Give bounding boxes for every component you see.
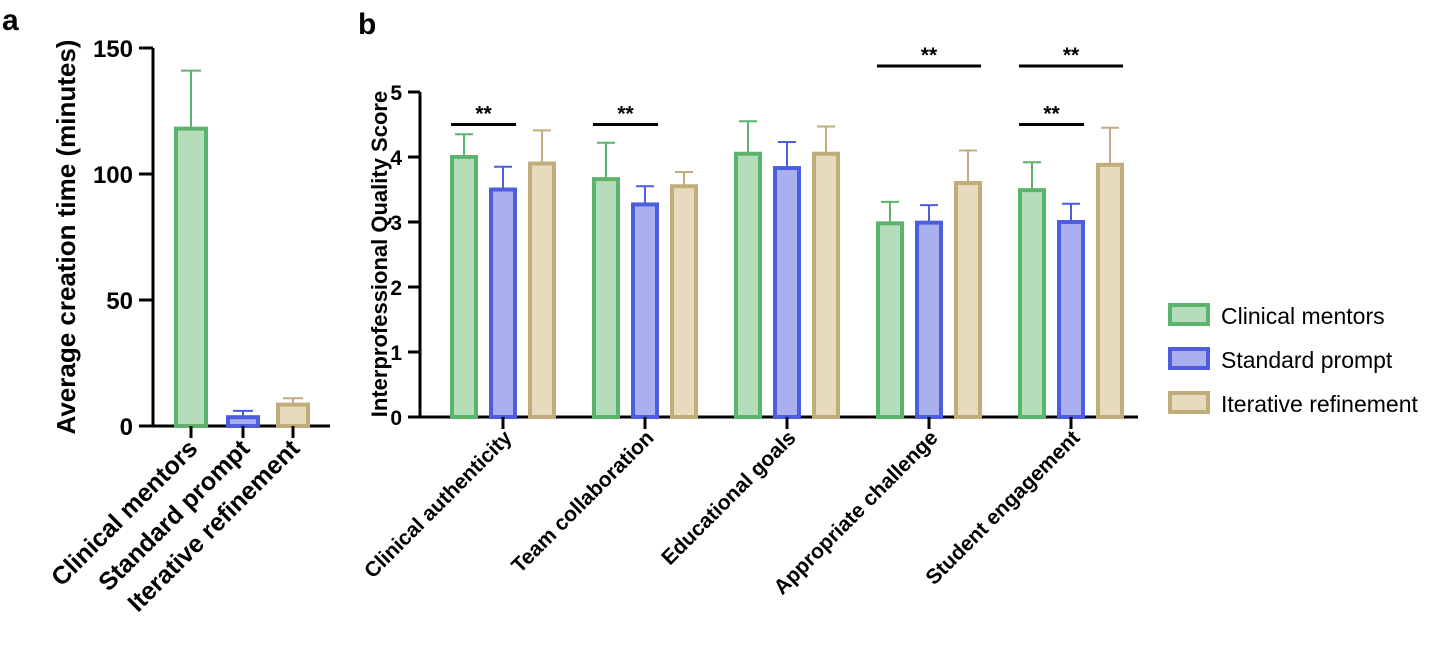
legend-label-clinical-mentors: Clinical mentors (1221, 303, 1385, 329)
panel-b-category-label: Educational goals (657, 426, 800, 569)
bar-educational-goals-clinical-mentors (734, 151, 762, 419)
bar-appropriate-challenge-clinical-mentors (876, 221, 904, 419)
significance-label: ** (475, 103, 492, 126)
legend-label-standard-prompt: Standard prompt (1221, 347, 1393, 373)
bar-clinical-authenticity-clinical-mentors (450, 155, 478, 419)
legend: Clinical mentors Standard prompt Iterati… (1168, 303, 1418, 417)
bar-clinical-authenticity-iterative-refinement (528, 161, 556, 419)
bar-clinical-mentors (174, 126, 208, 428)
bar-student-engagement-iterative-refinement (1096, 162, 1124, 419)
bar-student-engagement-standard-prompt (1057, 220, 1085, 419)
legend-swatch-standard-prompt (1168, 347, 1210, 370)
bar-appropriate-challenge-iterative-refinement (954, 181, 982, 419)
bar-team-collaboration-standard-prompt (631, 202, 659, 419)
panel-b-category-label: Team collaboration (507, 426, 658, 577)
legend-swatch-clinical-mentors (1168, 303, 1210, 326)
bar-educational-goals-standard-prompt (773, 166, 801, 419)
bar-team-collaboration-iterative-refinement (670, 184, 698, 419)
panel-b-category-label: Clinical authenticity (360, 426, 517, 583)
bar-team-collaboration-clinical-mentors (592, 177, 620, 419)
panel-a-label: a (2, 4, 19, 37)
panel-a-ytick-label: 0 (120, 414, 133, 441)
panel-a-ylabel: Average creation time (minutes) (51, 40, 81, 435)
panel-b-ylabel: Interprofessional Quality Score (367, 91, 392, 417)
bar-iterative-refinement (276, 402, 310, 428)
legend-swatch-iterative-refinement (1168, 391, 1210, 414)
panel-b-ytick-label: 1 (390, 342, 402, 365)
panel-b-ytick-label: 3 (390, 212, 402, 235)
panel-a-ytick-label: 50 (106, 288, 133, 315)
bar-clinical-authenticity-standard-prompt (489, 187, 517, 419)
bar-educational-goals-iterative-refinement (812, 151, 840, 419)
bar-appropriate-challenge-standard-prompt (915, 220, 943, 419)
panel-b-category-label: Student engagement (921, 426, 1084, 589)
significance-label: ** (1063, 44, 1080, 67)
bar-student-engagement-clinical-mentors (1018, 188, 1046, 419)
panel-b-label: b (358, 8, 376, 41)
panel-b-ytick-label: 4 (390, 147, 402, 170)
panel-b-category-label: Appropriate challenge (769, 426, 942, 599)
panel-b-ytick-label: 0 (390, 407, 402, 430)
legend-label-iterative-refinement: Iterative refinement (1221, 391, 1418, 417)
panel-b-ytick-label: 2 (390, 277, 402, 300)
panel-a-ytick-label: 100 (93, 162, 133, 189)
significance-label: ** (617, 103, 634, 126)
significance-label: ** (921, 44, 938, 67)
bar-standard-prompt (226, 415, 260, 428)
panel-a-ytick-label: 150 (93, 36, 133, 63)
significance-label: ** (1043, 103, 1060, 126)
panel-b-ytick-label: 5 (390, 82, 402, 105)
